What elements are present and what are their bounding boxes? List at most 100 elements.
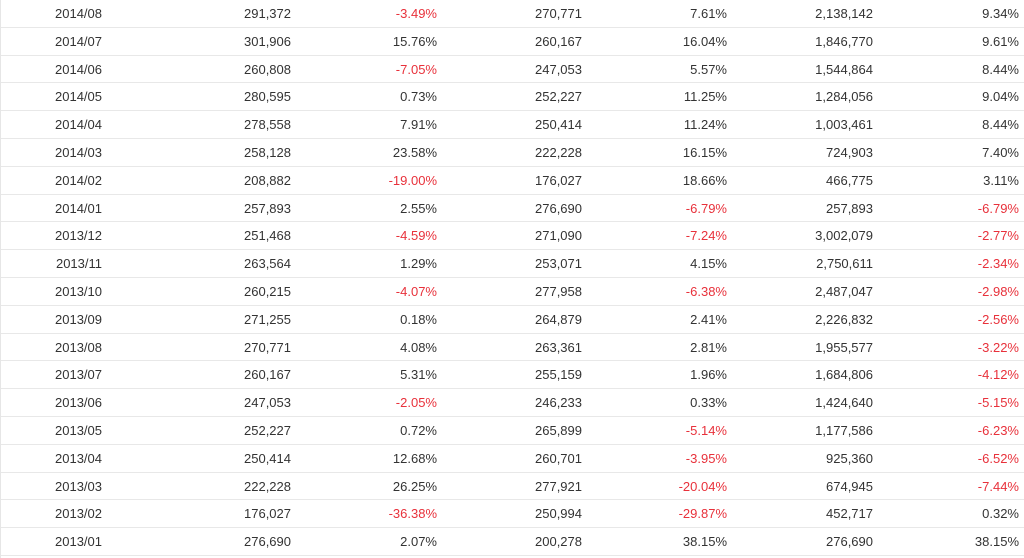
value-cell: 278,558: [244, 117, 291, 133]
yoy-change-cell: -7.24%: [685, 228, 727, 244]
value-cell: 270,771: [244, 339, 291, 355]
cumulative-change-cell: -5.15%: [977, 395, 1019, 411]
month-cell: 2013/09: [55, 311, 102, 327]
prior-year-value-cell: 253,071: [535, 256, 582, 272]
prior-year-value-cell: 276,690: [535, 200, 582, 216]
yoy-change-cell: -6.79%: [685, 200, 727, 216]
cumulative-change-cell: -6.79%: [977, 200, 1019, 216]
value-cell: 251,468: [244, 228, 291, 244]
value-cell: 260,215: [244, 283, 291, 299]
cumulative-change-cell: 8.44%: [982, 61, 1019, 77]
table-row: 2014/01 257,893 2.55% 276,690 -6.79% 257,893 -…: [1, 195, 1024, 223]
table-row: 2013/01 276,690 2.07% 200,278 38.15% 276,690 3…: [1, 528, 1024, 556]
cumulative-change-cell: -4.12%: [977, 367, 1019, 383]
cumulative-change-cell: 9.61%: [982, 33, 1019, 49]
cumulative-change-cell: -6.23%: [977, 422, 1019, 438]
cumulative-value-cell: 257,893: [826, 200, 873, 216]
table-row: 2013/05 252,227 0.72% 265,899 -5.14% 1,177,58…: [1, 417, 1024, 445]
yoy-change-cell: 38.15%: [682, 534, 727, 550]
cumulative-change-cell: 0.32%: [982, 506, 1019, 522]
month-cell: 2013/02: [55, 506, 102, 522]
cumulative-value-cell: 925,360: [826, 450, 873, 466]
cumulative-change-cell: 9.34%: [982, 6, 1019, 21]
mom-change-cell: 2.55%: [400, 200, 437, 216]
table-row: 2014/06 260,808 -7.05% 247,053 5.57% 1,544,86…: [1, 56, 1024, 84]
cumulative-value-cell: 724,903: [826, 144, 873, 160]
cumulative-value-cell: 1,955,577: [815, 339, 873, 355]
yoy-change-cell: 2.81%: [690, 339, 727, 355]
mom-change-cell: 0.73%: [400, 89, 437, 105]
yoy-change-cell: 11.25%: [683, 89, 727, 105]
mom-change-cell: 26.25%: [392, 478, 437, 494]
mom-change-cell: 4.08%: [400, 339, 437, 355]
month-cell: 2014/02: [55, 172, 102, 188]
table-row: 2014/07 301,906 15.76% 260,167 16.04% 1,846,7…: [1, 28, 1024, 56]
value-cell: 250,414: [244, 450, 291, 466]
cumulative-change-cell: -7.44%: [977, 478, 1019, 494]
cumulative-value-cell: 1,846,770: [815, 33, 873, 49]
month-cell: 2014/01: [55, 200, 102, 216]
cumulative-value-cell: 2,138,142: [815, 6, 873, 21]
yoy-change-cell: 11.24%: [683, 117, 727, 133]
prior-year-value-cell: 250,994: [535, 506, 582, 522]
table-row: 2013/10 260,215 -4.07% 277,958 -6.38% 2,487,0…: [1, 278, 1024, 306]
mom-change-cell: -36.38%: [388, 506, 437, 522]
value-cell: 260,167: [244, 367, 291, 383]
cumulative-value-cell: 2,750,611: [816, 256, 873, 272]
mom-change-cell: 15.76%: [392, 33, 437, 49]
month-cell: 2013/10: [55, 283, 102, 299]
value-cell: 252,227: [244, 422, 291, 438]
value-cell: 263,564: [244, 256, 291, 272]
prior-year-value-cell: 264,879: [535, 311, 582, 327]
mom-change-cell: -19.00%: [388, 172, 437, 188]
cumulative-change-cell: -2.77%: [977, 228, 1019, 244]
yoy-change-cell: -5.14%: [685, 422, 727, 438]
table-row: 2013/09 271,255 0.18% 264,879 2.41% 2,226,832…: [1, 306, 1024, 334]
cumulative-change-cell: 8.44%: [982, 117, 1019, 133]
yoy-change-cell: -3.95%: [685, 450, 727, 466]
table-row: 2013/12 251,468 -4.59% 271,090 -7.24% 3,002,0…: [1, 222, 1024, 251]
value-cell: 301,906: [244, 33, 291, 49]
yoy-change-cell: -29.87%: [678, 506, 727, 522]
value-cell: 222,228: [244, 478, 291, 494]
mom-change-cell: -7.05%: [395, 61, 437, 77]
cumulative-change-cell: 7.40%: [982, 144, 1019, 160]
value-cell: 291,372: [244, 6, 291, 21]
prior-year-value-cell: 176,027: [535, 172, 582, 188]
yoy-change-cell: 18.66%: [682, 172, 727, 188]
cumulative-change-cell: 9.04%: [982, 89, 1019, 105]
yoy-change-cell: 16.04%: [682, 33, 727, 49]
yoy-change-cell: 7.61%: [690, 6, 727, 21]
cumulative-value-cell: 452,717: [826, 506, 873, 522]
mom-change-cell: 1.29%: [400, 256, 437, 272]
table-row: 2014/02 208,882 -19.00% 176,027 18.66% 466,77…: [1, 167, 1024, 195]
mom-change-cell: 5.31%: [400, 367, 437, 383]
yoy-change-cell: 4.15%: [690, 256, 727, 272]
prior-year-value-cell: 250,414: [535, 117, 582, 133]
prior-year-value-cell: 263,361: [535, 339, 582, 355]
prior-year-value-cell: 246,233: [535, 395, 582, 411]
table-row: 2013/04 250,414 12.68% 260,701 -3.95% 925,360…: [1, 445, 1024, 473]
prior-year-value-cell: 271,090: [535, 228, 582, 244]
value-cell: 258,128: [244, 144, 291, 160]
month-cell: 2013/08: [55, 339, 102, 355]
mom-change-cell: 12.68%: [392, 450, 437, 466]
yoy-change-cell: 1.96%: [690, 367, 727, 383]
prior-year-value-cell: 270,771: [535, 6, 582, 21]
mom-change-cell: -3.49%: [395, 6, 437, 21]
cumulative-value-cell: 1,544,864: [815, 61, 873, 77]
table-row: 2014/08 291,372 -3.49% 270,771 7.61% 2,138,14…: [1, 0, 1024, 28]
month-cell: 2013/04: [55, 450, 102, 466]
yoy-change-cell: 16.15%: [682, 144, 727, 160]
cumulative-value-cell: 2,487,047: [815, 283, 873, 299]
mom-change-cell: 7.91%: [400, 117, 437, 133]
cumulative-change-cell: -6.52%: [977, 450, 1019, 466]
cumulative-value-cell: 1,003,461: [815, 117, 873, 133]
cumulative-change-cell: 3.11%: [983, 172, 1019, 188]
cumulative-value-cell: 3,002,079: [815, 228, 873, 244]
month-cell: 2014/03: [55, 144, 102, 160]
prior-year-value-cell: 260,167: [535, 33, 582, 49]
value-cell: 260,808: [244, 61, 291, 77]
mom-change-cell: 0.72%: [400, 422, 437, 438]
prior-year-value-cell: 265,899: [535, 422, 582, 438]
